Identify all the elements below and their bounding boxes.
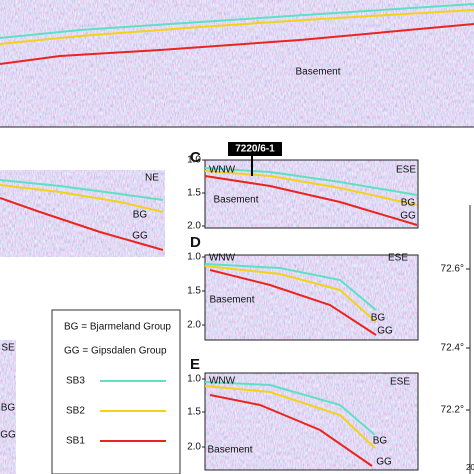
lat-label: 72.2° [441,405,464,416]
lon-label: 20 [466,463,474,472]
label: Basement [213,195,258,206]
label: WNW [209,253,236,264]
label: GG [400,211,416,222]
section-left [0,340,16,474]
legend-label: SB1 [66,436,85,447]
sb2 [0,184,164,213]
legend-box [51,309,181,474]
label: ESE [396,165,416,176]
panel-letter: C [190,149,201,166]
label: ESE [388,253,408,264]
label: Basement [295,67,340,78]
legend-label: SB3 [66,376,85,387]
y-tick-label: 1.5 [187,188,201,199]
frame [204,159,419,229]
legend-note: GG = Gipsdalen Group [64,346,167,357]
sb2 [204,385,376,449]
label: WNW [209,165,236,176]
sb2 [204,170,418,206]
panel-letter: D [190,234,201,251]
legend-note: BG = Bjarmeland Group [64,322,171,333]
section-c [205,160,418,228]
label: BG [371,313,386,324]
sb1 [209,269,377,336]
y-tick-label: 1.0 [187,252,201,263]
top-section [0,0,474,127]
sb3 [0,3,474,39]
sb1 [0,23,474,65]
frame [204,254,419,341]
frame [204,372,419,471]
label: GG [376,457,392,468]
horizons [0,3,474,467]
y-tick-label: 2.0 [187,221,201,232]
label: BG [401,198,416,209]
well-box [228,142,282,156]
label: BG [133,210,148,221]
label: NE [145,173,159,184]
label: ESE [390,377,410,388]
label: SE [1,343,15,354]
panel-letter: E [190,356,200,373]
sb1 [209,394,373,467]
labels: Basement NE BG GG SE BG GG 7220/6-1 [0,67,341,441]
sb2 [0,9,474,45]
label: BG [1,403,16,414]
y-tick-label: 1.0 [187,155,201,166]
y-tick-label: 1.5 [187,286,201,297]
label: GG [377,326,393,337]
lat-label: 72.6° [441,264,464,275]
sb3 [204,167,418,196]
sb2 [204,265,377,323]
y-tick-label: 2.0 [187,320,201,331]
legend-label: SB2 [66,406,85,417]
well-name: 7220/6-1 [235,144,275,155]
label: Basement [209,295,254,306]
label: GG [132,231,148,242]
y-tick-label: 2.0 [187,442,201,453]
y-tick-label: 1.5 [187,407,201,418]
sb3 [204,381,376,436]
label: Basement [207,445,252,456]
sb3 [0,179,164,201]
legend [51,309,181,474]
sb1 [204,175,418,226]
y-tick-label: 1.0 [187,374,201,385]
lat-label: 72.4° [441,343,464,354]
label: GG [0,430,16,441]
sb3 [204,263,377,311]
sb1 [0,197,164,251]
label: WNW [209,376,236,387]
label: BG [373,436,388,447]
